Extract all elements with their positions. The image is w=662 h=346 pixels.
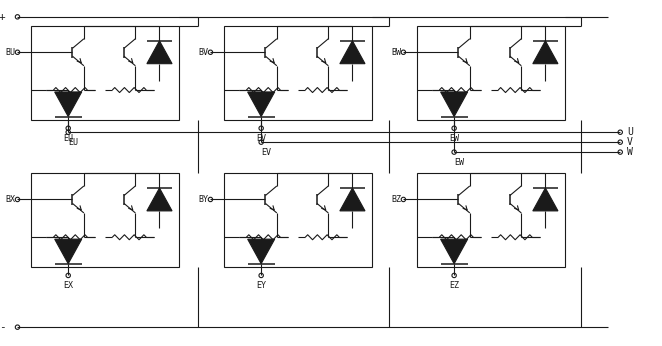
Polygon shape: [533, 188, 558, 211]
Bar: [224, 26, 371, 120]
Polygon shape: [340, 188, 365, 211]
Bar: [31, 26, 179, 120]
Polygon shape: [441, 239, 467, 264]
Text: EV: EV: [256, 134, 266, 143]
Bar: [417, 26, 565, 120]
Text: EX: EX: [63, 281, 73, 290]
Text: BV: BV: [199, 48, 209, 57]
Text: -: -: [0, 322, 5, 332]
Polygon shape: [441, 92, 467, 117]
Bar: [417, 173, 565, 267]
Polygon shape: [55, 92, 81, 117]
Text: EU: EU: [68, 138, 78, 147]
Text: BX: BX: [5, 195, 15, 204]
Bar: [224, 173, 371, 267]
Text: BZ: BZ: [391, 195, 401, 204]
Text: EY: EY: [256, 281, 266, 290]
Polygon shape: [55, 239, 81, 264]
Polygon shape: [147, 188, 172, 211]
Text: EZ: EZ: [449, 281, 459, 290]
Text: EW: EW: [454, 158, 464, 167]
Text: EV: EV: [261, 148, 271, 157]
Text: +: +: [0, 12, 5, 22]
Text: W: W: [627, 147, 633, 157]
Polygon shape: [248, 92, 275, 117]
Text: V: V: [627, 137, 633, 147]
Text: U: U: [627, 127, 633, 137]
Text: EW: EW: [449, 134, 459, 143]
Text: BU: BU: [5, 48, 15, 57]
Bar: [31, 173, 179, 267]
Polygon shape: [533, 41, 558, 64]
Polygon shape: [340, 41, 365, 64]
Text: BY: BY: [199, 195, 209, 204]
Text: EU: EU: [63, 134, 73, 143]
Text: BW: BW: [391, 48, 401, 57]
Polygon shape: [147, 41, 172, 64]
Polygon shape: [248, 239, 275, 264]
